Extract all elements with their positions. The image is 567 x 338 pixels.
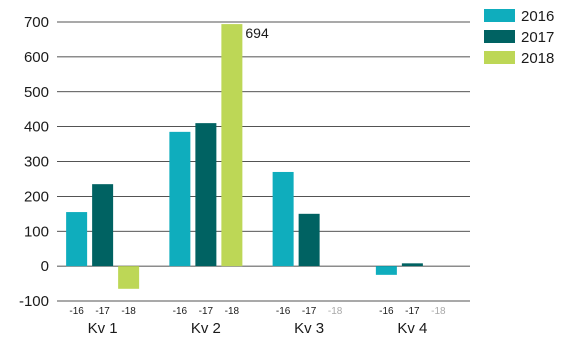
- y-tick-label: 700: [24, 14, 49, 31]
- legend-label: 2017: [521, 29, 554, 46]
- series-sublabel: -16: [276, 306, 291, 317]
- bar-2017-kv2: [195, 123, 217, 267]
- bar-2017-kv1: [92, 184, 114, 267]
- y-tick-label: 100: [24, 223, 49, 240]
- data-labels: 694: [245, 25, 269, 41]
- bar-2017-kv4: [401, 263, 423, 267]
- series-sublabel: -16: [379, 306, 394, 317]
- series-sublabel: -17: [95, 306, 110, 317]
- category-label: Kv 3: [294, 320, 324, 337]
- series-sublabel: -17: [302, 306, 317, 317]
- series-sublabel: -17: [199, 306, 214, 317]
- legend-swatch: [484, 51, 515, 64]
- series-sublabel: -18: [225, 306, 240, 317]
- series-sublabel: -18: [431, 306, 446, 317]
- y-tick-label: 500: [24, 84, 49, 101]
- bar-2018-kv2: [221, 24, 243, 267]
- bar-2018-kv1: [118, 266, 140, 289]
- legend: 2016 2017 2018: [484, 8, 554, 67]
- bar-2017-kv3: [298, 213, 320, 267]
- y-tick-label: -100: [19, 293, 49, 310]
- bar-2016-kv2: [169, 131, 191, 267]
- series-sublabel: -17: [405, 306, 420, 317]
- gridlines: [57, 21, 470, 302]
- bar-2016-kv4: [375, 266, 397, 275]
- category-label: Kv 4: [397, 320, 427, 337]
- data-label: 694: [245, 25, 269, 41]
- legend-label: 2018: [521, 50, 554, 67]
- series-sublabel: -16: [69, 306, 84, 317]
- legend-swatch: [484, 30, 515, 43]
- bars: [66, 24, 423, 289]
- series-sublabel: -16: [173, 306, 188, 317]
- y-tick-label: 600: [24, 49, 49, 66]
- y-tick-label: 400: [24, 119, 49, 136]
- y-tick-label: 300: [24, 154, 49, 171]
- bar-2016-kv3: [272, 171, 294, 267]
- category-label: Kv 1: [88, 320, 118, 337]
- y-tick-label: 0: [41, 258, 49, 275]
- y-axis-tick-labels: 700 600 500 400 300 200 100 0 -100: [19, 14, 49, 310]
- series-sublabel: -18: [328, 306, 343, 317]
- legend-label: 2016: [521, 8, 554, 25]
- series-sublabel: -18: [121, 306, 136, 317]
- bar-2016-kv1: [66, 212, 88, 267]
- y-tick-label: 200: [24, 188, 49, 205]
- legend-swatch: [484, 9, 515, 22]
- category-label: Kv 2: [191, 320, 221, 337]
